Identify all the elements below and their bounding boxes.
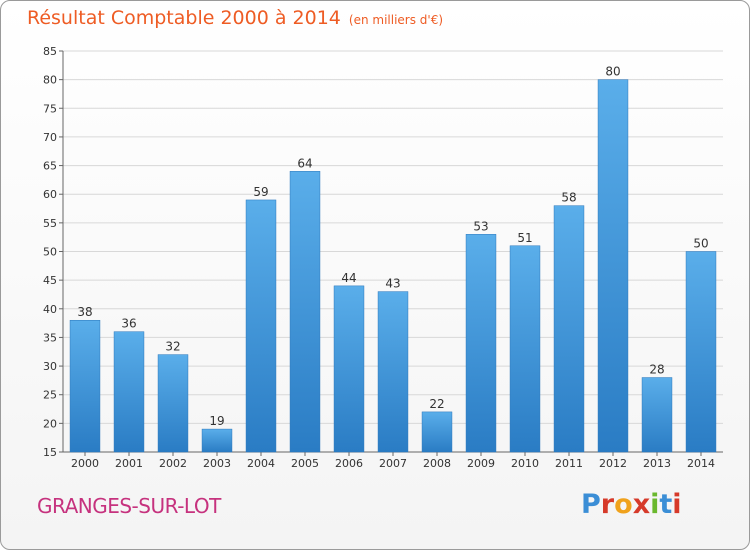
bars xyxy=(69,79,717,453)
y-tick-label: 85 xyxy=(43,45,57,58)
value-label-2000: 38 xyxy=(77,305,92,319)
x-tick-label-2009: 2009 xyxy=(467,457,495,470)
y-tick-label: 80 xyxy=(43,74,57,87)
x-tick-label-2008: 2008 xyxy=(423,457,451,470)
bar-2002 xyxy=(157,354,189,453)
logo-letter: i xyxy=(650,489,660,520)
x-tick-label-2007: 2007 xyxy=(379,457,407,470)
logo-letter: P xyxy=(581,489,601,520)
value-label-2001: 36 xyxy=(121,317,136,331)
bar-2007 xyxy=(377,291,409,453)
proxiti-logo[interactable]: Proxiti xyxy=(581,489,682,520)
bar-2011 xyxy=(553,205,585,453)
value-label-2012: 80 xyxy=(605,65,620,79)
bar-2012 xyxy=(597,79,629,453)
bar-2014 xyxy=(685,251,717,453)
bar-2001 xyxy=(113,331,145,453)
value-label-2007: 43 xyxy=(385,277,400,291)
x-tick-label-2003: 2003 xyxy=(203,457,231,470)
chart-title: Résultat Comptable 2000 à 2014 (en millie… xyxy=(27,7,443,29)
chart-subtitle: (en milliers d'€) xyxy=(348,13,444,27)
value-labels: 38 36 32 19 59 64 44 43 22 53 51 58 80 28 50 xyxy=(77,65,708,428)
x-tick-label-2014: 2014 xyxy=(687,457,715,470)
value-label-2004: 59 xyxy=(253,185,268,199)
y-tick-label: 45 xyxy=(43,274,57,287)
value-label-2005: 64 xyxy=(297,156,312,170)
y-tick-label: 30 xyxy=(43,360,57,373)
value-label-2009: 53 xyxy=(473,219,488,233)
value-label-2008: 22 xyxy=(429,397,444,411)
value-label-2013: 28 xyxy=(649,363,664,377)
value-label-2002: 32 xyxy=(165,340,180,354)
x-tick-label-2012: 2012 xyxy=(599,457,627,470)
x-tick-label-2000: 2000 xyxy=(71,457,99,470)
y-tick-label: 50 xyxy=(43,246,57,259)
logo-letter: i xyxy=(672,489,682,520)
place-name: GRANGES-SUR-LOT xyxy=(37,494,221,518)
bar-2013 xyxy=(641,377,673,453)
x-tick-label-2001: 2001 xyxy=(115,457,143,470)
y-tick-label: 75 xyxy=(43,102,57,115)
x-tick-label-2013: 2013 xyxy=(643,457,671,470)
x-tick-label-2005: 2005 xyxy=(291,457,319,470)
y-tick-label: 35 xyxy=(43,331,57,344)
y-tick-label: 20 xyxy=(43,417,57,430)
x-tick-label-2006: 2006 xyxy=(335,457,363,470)
bar-2009 xyxy=(465,234,497,453)
value-label-2011: 58 xyxy=(561,191,576,205)
value-label-2003: 19 xyxy=(209,414,224,428)
y-tick-label: 60 xyxy=(43,188,57,201)
y-tick-label: 40 xyxy=(43,303,57,316)
x-tick-label-2011: 2011 xyxy=(555,457,583,470)
x-tick-label-2002: 2002 xyxy=(159,457,187,470)
bar-2006 xyxy=(333,285,365,453)
y-tick-label: 65 xyxy=(43,160,57,173)
value-label-2010: 51 xyxy=(517,231,532,245)
bar-2000 xyxy=(69,319,101,453)
tick-labels: 15 20 25 30 35 40 45 50 55 60 65 70 75 80 85 2000 2001 20… xyxy=(43,45,715,470)
y-tick-label: 55 xyxy=(43,217,57,230)
bar-2004 xyxy=(245,199,277,453)
x-tick-label-2004: 2004 xyxy=(247,457,275,470)
value-label-2014: 50 xyxy=(693,237,708,251)
y-tick-label: 70 xyxy=(43,131,57,144)
logo-letter: o xyxy=(614,489,633,520)
value-label-2006: 44 xyxy=(341,271,356,285)
bar-2003 xyxy=(201,428,233,453)
bar-2008 xyxy=(421,411,453,453)
bar-2005 xyxy=(289,171,321,453)
y-tick-label: 25 xyxy=(43,389,57,402)
logo-letter: t xyxy=(659,489,673,520)
y-tick-label: 15 xyxy=(43,446,57,459)
chart-title-text: Résultat Comptable 2000 à 2014 xyxy=(27,7,341,29)
x-tick-label-2010: 2010 xyxy=(511,457,539,470)
logo-letter: x xyxy=(632,489,651,520)
logo-letter: r xyxy=(600,489,615,520)
bar-2010 xyxy=(509,245,541,453)
